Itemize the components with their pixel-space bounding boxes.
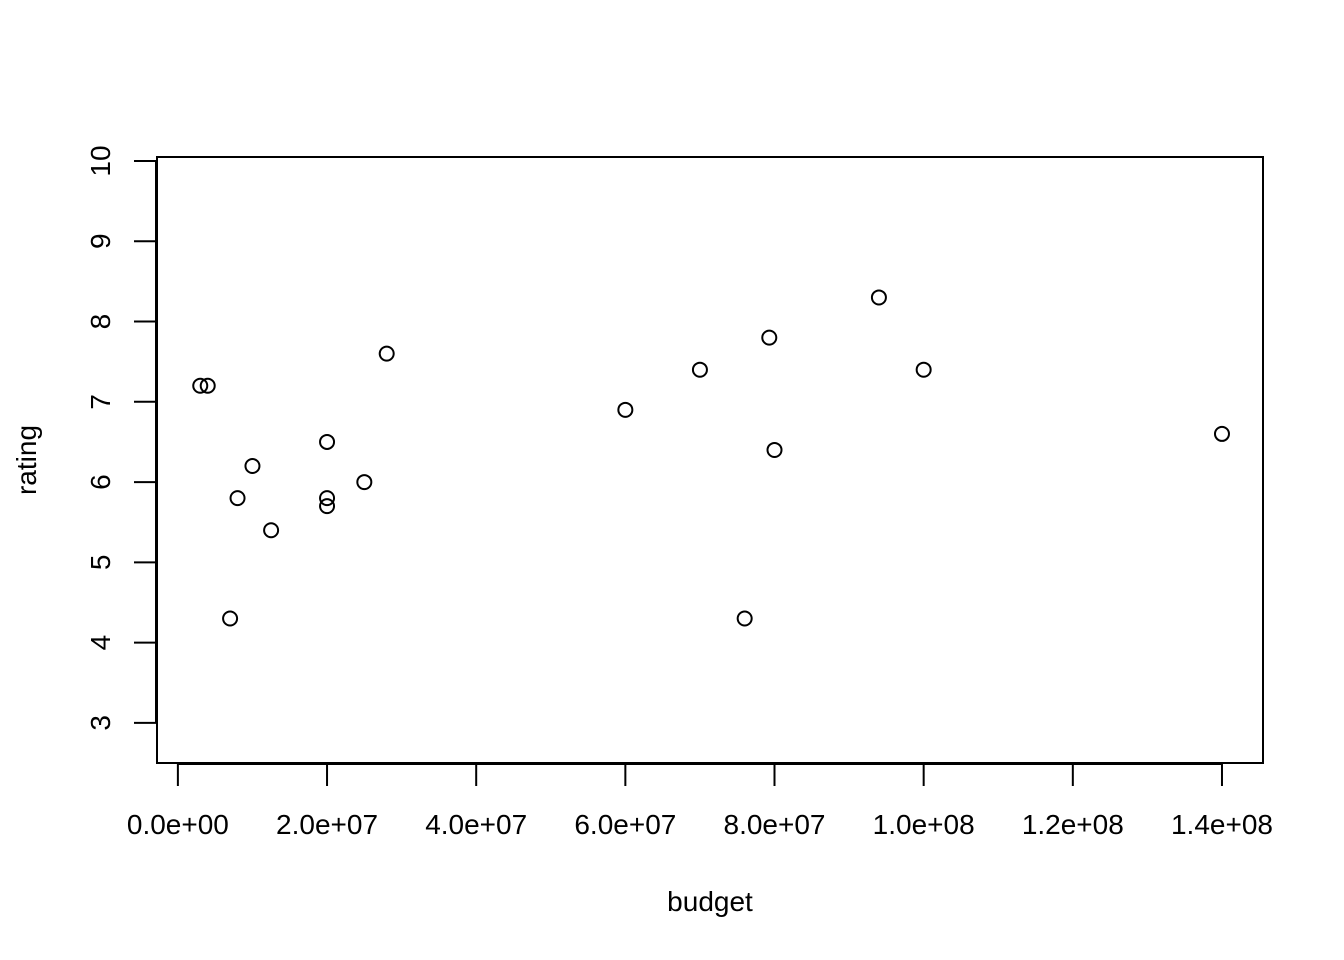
y-axis: 3 4 5 6 7 8 9 10 bbox=[85, 145, 157, 731]
x-tick-label: 1.4e+08 bbox=[1171, 809, 1273, 840]
y-tick-label: 10 bbox=[85, 145, 116, 176]
y-tick-label: 7 bbox=[85, 394, 116, 410]
data-point bbox=[356, 474, 373, 491]
data-point bbox=[378, 345, 395, 362]
data-point bbox=[263, 522, 280, 539]
data-point bbox=[915, 361, 932, 378]
x-tick-label: 2.0e+07 bbox=[276, 809, 378, 840]
y-tick-label: 4 bbox=[85, 635, 116, 651]
data-point bbox=[199, 377, 216, 394]
data-point bbox=[222, 610, 239, 627]
data-points bbox=[192, 289, 1230, 627]
y-tick-label: 5 bbox=[85, 555, 116, 571]
data-point bbox=[319, 433, 336, 450]
x-tick-label: 6.0e+07 bbox=[574, 809, 676, 840]
y-tick-label: 8 bbox=[85, 314, 116, 330]
x-tick-label: 4.0e+07 bbox=[425, 809, 527, 840]
data-point bbox=[319, 490, 336, 507]
x-tick-label: 0.0e+00 bbox=[127, 809, 229, 840]
data-point bbox=[1213, 425, 1230, 442]
data-point bbox=[192, 377, 209, 394]
data-point bbox=[244, 458, 261, 475]
data-point bbox=[691, 361, 708, 378]
y-tick-label: 9 bbox=[85, 233, 116, 249]
data-point bbox=[761, 329, 778, 346]
data-point bbox=[870, 289, 887, 306]
y-tick-label: 6 bbox=[85, 474, 116, 490]
y-tick-label: 3 bbox=[85, 715, 116, 731]
data-point bbox=[319, 498, 336, 515]
x-tick-label: 1.0e+08 bbox=[873, 809, 975, 840]
data-point bbox=[766, 441, 783, 458]
x-tick-label: 1.2e+08 bbox=[1022, 809, 1124, 840]
data-point bbox=[229, 490, 246, 507]
plot-frame bbox=[156, 156, 1264, 764]
data-point bbox=[617, 401, 634, 418]
x-axis: 0.0e+00 2.0e+07 4.0e+07 6.0e+07 8.0e+07 1.0e+… bbox=[127, 763, 1273, 840]
x-axis-label: budget bbox=[667, 886, 753, 917]
y-axis-label: rating bbox=[11, 425, 42, 495]
data-point bbox=[736, 610, 753, 627]
x-tick-label: 8.0e+07 bbox=[724, 809, 826, 840]
